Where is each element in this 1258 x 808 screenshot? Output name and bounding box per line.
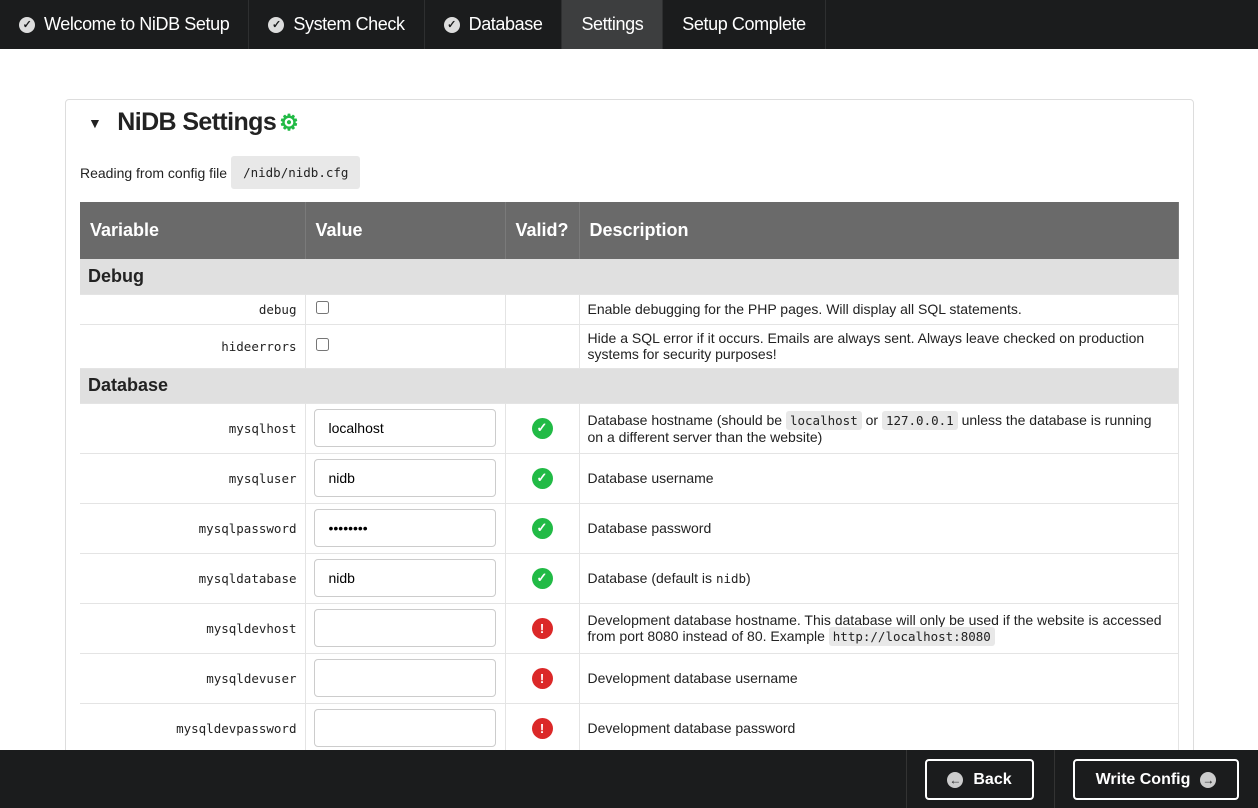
group-database: Database — [80, 368, 1179, 404]
mysqldatabase-input[interactable] — [313, 559, 496, 597]
settings-table: Variable Value Valid? Description Debug deb… — [80, 202, 1180, 754]
debug-checkbox[interactable] — [315, 301, 329, 314]
desc-text: Database (default is — [587, 569, 713, 586]
divider — [906, 750, 907, 808]
variable-name: mysqldevuser — [80, 653, 306, 704]
variable-name: hideerrors — [80, 324, 306, 369]
valid-check-icon: ✓ — [531, 417, 553, 439]
tab-welcome[interactable]: ✓ Welcome to NiDB Setup — [0, 0, 250, 49]
description: Hide a SQL error if it occurs. Emails ar… — [579, 324, 1180, 369]
desc-code: http://localhost:8080 — [828, 626, 995, 646]
description: Development database username — [579, 653, 1180, 704]
variable-name: mysqldatabase — [80, 553, 306, 604]
description: Database hostname (should be localhost o… — [579, 403, 1180, 454]
variable-name: mysqldevhost — [80, 603, 306, 654]
mysqluser-input[interactable] — [313, 459, 496, 497]
tab-label: Settings — [581, 14, 644, 34]
tab-label: Database — [468, 14, 543, 34]
arrow-left-circle-icon: ← — [947, 771, 964, 788]
col-description: Description — [579, 202, 1180, 259]
back-label: Back — [973, 770, 1012, 788]
tab-label: Setup Complete — [682, 14, 806, 34]
divider — [1054, 750, 1055, 808]
arrow-right-circle-icon: → — [1200, 771, 1217, 788]
check-circle-icon: ✓ — [19, 16, 35, 33]
table-row: mysqldatabase ✓ Database (default is nidb) — [80, 553, 1180, 604]
caret-down-icon[interactable]: ▼ — [88, 114, 102, 131]
col-valid: Valid? — [505, 202, 580, 259]
table-row: mysqldevhost! Development database hostna… — [80, 603, 1180, 654]
desc-text: or — [865, 411, 879, 428]
tab-system-check[interactable]: ✓ System Check — [249, 0, 425, 49]
table-row: mysqldevuser! Development database userna… — [80, 653, 1180, 704]
description: Database password — [579, 503, 1180, 554]
desc-code: nidb — [715, 570, 747, 586]
write-config-label: Write Config — [1095, 770, 1191, 788]
valid-check-icon: ✓ — [531, 467, 553, 489]
check-circle-icon: ✓ — [443, 16, 460, 33]
variable-name: mysqluser — [80, 453, 306, 504]
description: Development database hostname. This data… — [579, 603, 1180, 654]
valid-check-icon: ✓ — [531, 517, 553, 539]
table-row: mysqlhost ✓ Database hostname (should be l… — [80, 403, 1180, 454]
config-path: /nidb/nidb.cfg — [231, 156, 361, 189]
description: Development database password — [579, 703, 1180, 754]
table-row: mysqluser ✓ Database username — [80, 453, 1180, 504]
desc-text: Development database hostname. This data… — [587, 611, 1162, 644]
variable-name: mysqlhost — [80, 403, 306, 454]
desc-code: localhost — [785, 410, 862, 430]
tab-database[interactable]: ✓ Database — [425, 0, 563, 49]
invalid-exclamation-icon: ! — [531, 667, 553, 689]
variable-name: mysqldevpassword — [80, 703, 306, 754]
tab-label: Welcome to NiDB Setup — [44, 14, 230, 34]
col-variable: Variable — [80, 202, 306, 259]
back-button[interactable]: ← Back — [925, 759, 1034, 800]
config-label: Reading from config file — [80, 164, 228, 181]
mysqldevhost-input[interactable] — [313, 609, 496, 647]
group-debug: Debug — [80, 259, 1179, 295]
wizard-nav: ✓ Welcome to NiDB Setup ✓ System Check ✓ Da… — [0, 0, 1258, 49]
invalid-exclamation-icon: ! — [531, 717, 553, 739]
variable-name: mysqlpassword — [80, 503, 306, 554]
desc-text: unless the database is running on a diff… — [587, 411, 1152, 445]
mysqldevpassword-input[interactable] — [313, 709, 496, 747]
desc-code: 127.0.0.1 — [881, 410, 958, 430]
tab-settings[interactable]: Settings — [562, 0, 664, 49]
footer-bar: ← Back Write Config → — [0, 750, 1258, 808]
col-value: Value — [305, 202, 506, 259]
description: Database (default is nidb) — [579, 553, 1180, 604]
valid-check-icon: ✓ — [531, 567, 553, 589]
description: Database username — [579, 453, 1180, 504]
table-row: mysqldevpassword! Development database pa… — [80, 703, 1180, 754]
hideerrors-checkbox[interactable] — [315, 338, 329, 351]
settings-panel: ▼ NiDB Settings ⚙ Reading from config file… — [65, 99, 1194, 799]
description: Enable debugging for the PHP pages. Will… — [579, 294, 1180, 325]
cogs-icon: ⚙ — [279, 109, 299, 135]
variable-name: debug — [80, 294, 306, 325]
desc-text: ) — [746, 569, 751, 586]
table-row: hideerrors Hide a SQL error if it occurs.… — [80, 324, 1180, 369]
check-circle-icon: ✓ — [268, 16, 285, 33]
desc-text: Database hostname (should be — [587, 411, 783, 428]
group-label: Debug — [80, 259, 1179, 295]
tab-setup-complete[interactable]: Setup Complete — [663, 0, 826, 49]
table-row: mysqlpassword ✓ Database password — [80, 503, 1180, 554]
write-config-button[interactable]: Write Config → — [1073, 759, 1239, 800]
config-file-info: Reading from config file/nidb/nidb.cfg — [80, 156, 361, 189]
mysqlhost-input[interactable] — [313, 409, 496, 447]
table-header: Variable Value Valid? Description — [80, 202, 1180, 259]
panel-title[interactable]: ▼ NiDB Settings ⚙ — [88, 108, 299, 137]
mysqlpassword-input[interactable] — [313, 509, 496, 547]
mysqldevuser-input[interactable] — [313, 659, 496, 697]
tab-label: System Check — [293, 14, 405, 34]
group-label: Database — [80, 368, 1179, 404]
table-row: debug Enable debugging for the PHP pages.… — [80, 294, 1180, 325]
panel-title-text: NiDB Settings — [117, 108, 277, 136]
invalid-exclamation-icon: ! — [531, 617, 553, 639]
